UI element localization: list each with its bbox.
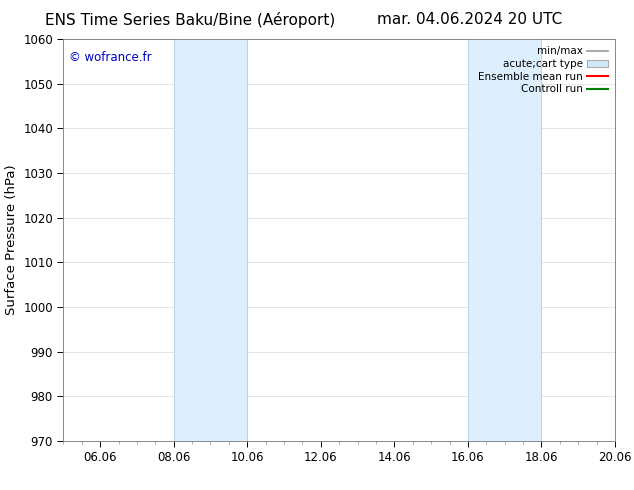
- Bar: [468, 39, 541, 441]
- Text: © wofrance.fr: © wofrance.fr: [69, 51, 152, 64]
- Text: ENS Time Series Baku/Bine (Aéroport): ENS Time Series Baku/Bine (Aéroport): [45, 12, 335, 28]
- Bar: [174, 39, 247, 441]
- Text: mar. 04.06.2024 20 UTC: mar. 04.06.2024 20 UTC: [377, 12, 562, 27]
- Legend: min/max, acute;cart type, Ensemble mean run, Controll run: min/max, acute;cart type, Ensemble mean …: [476, 45, 610, 97]
- Y-axis label: Surface Pressure (hPa): Surface Pressure (hPa): [4, 165, 18, 316]
